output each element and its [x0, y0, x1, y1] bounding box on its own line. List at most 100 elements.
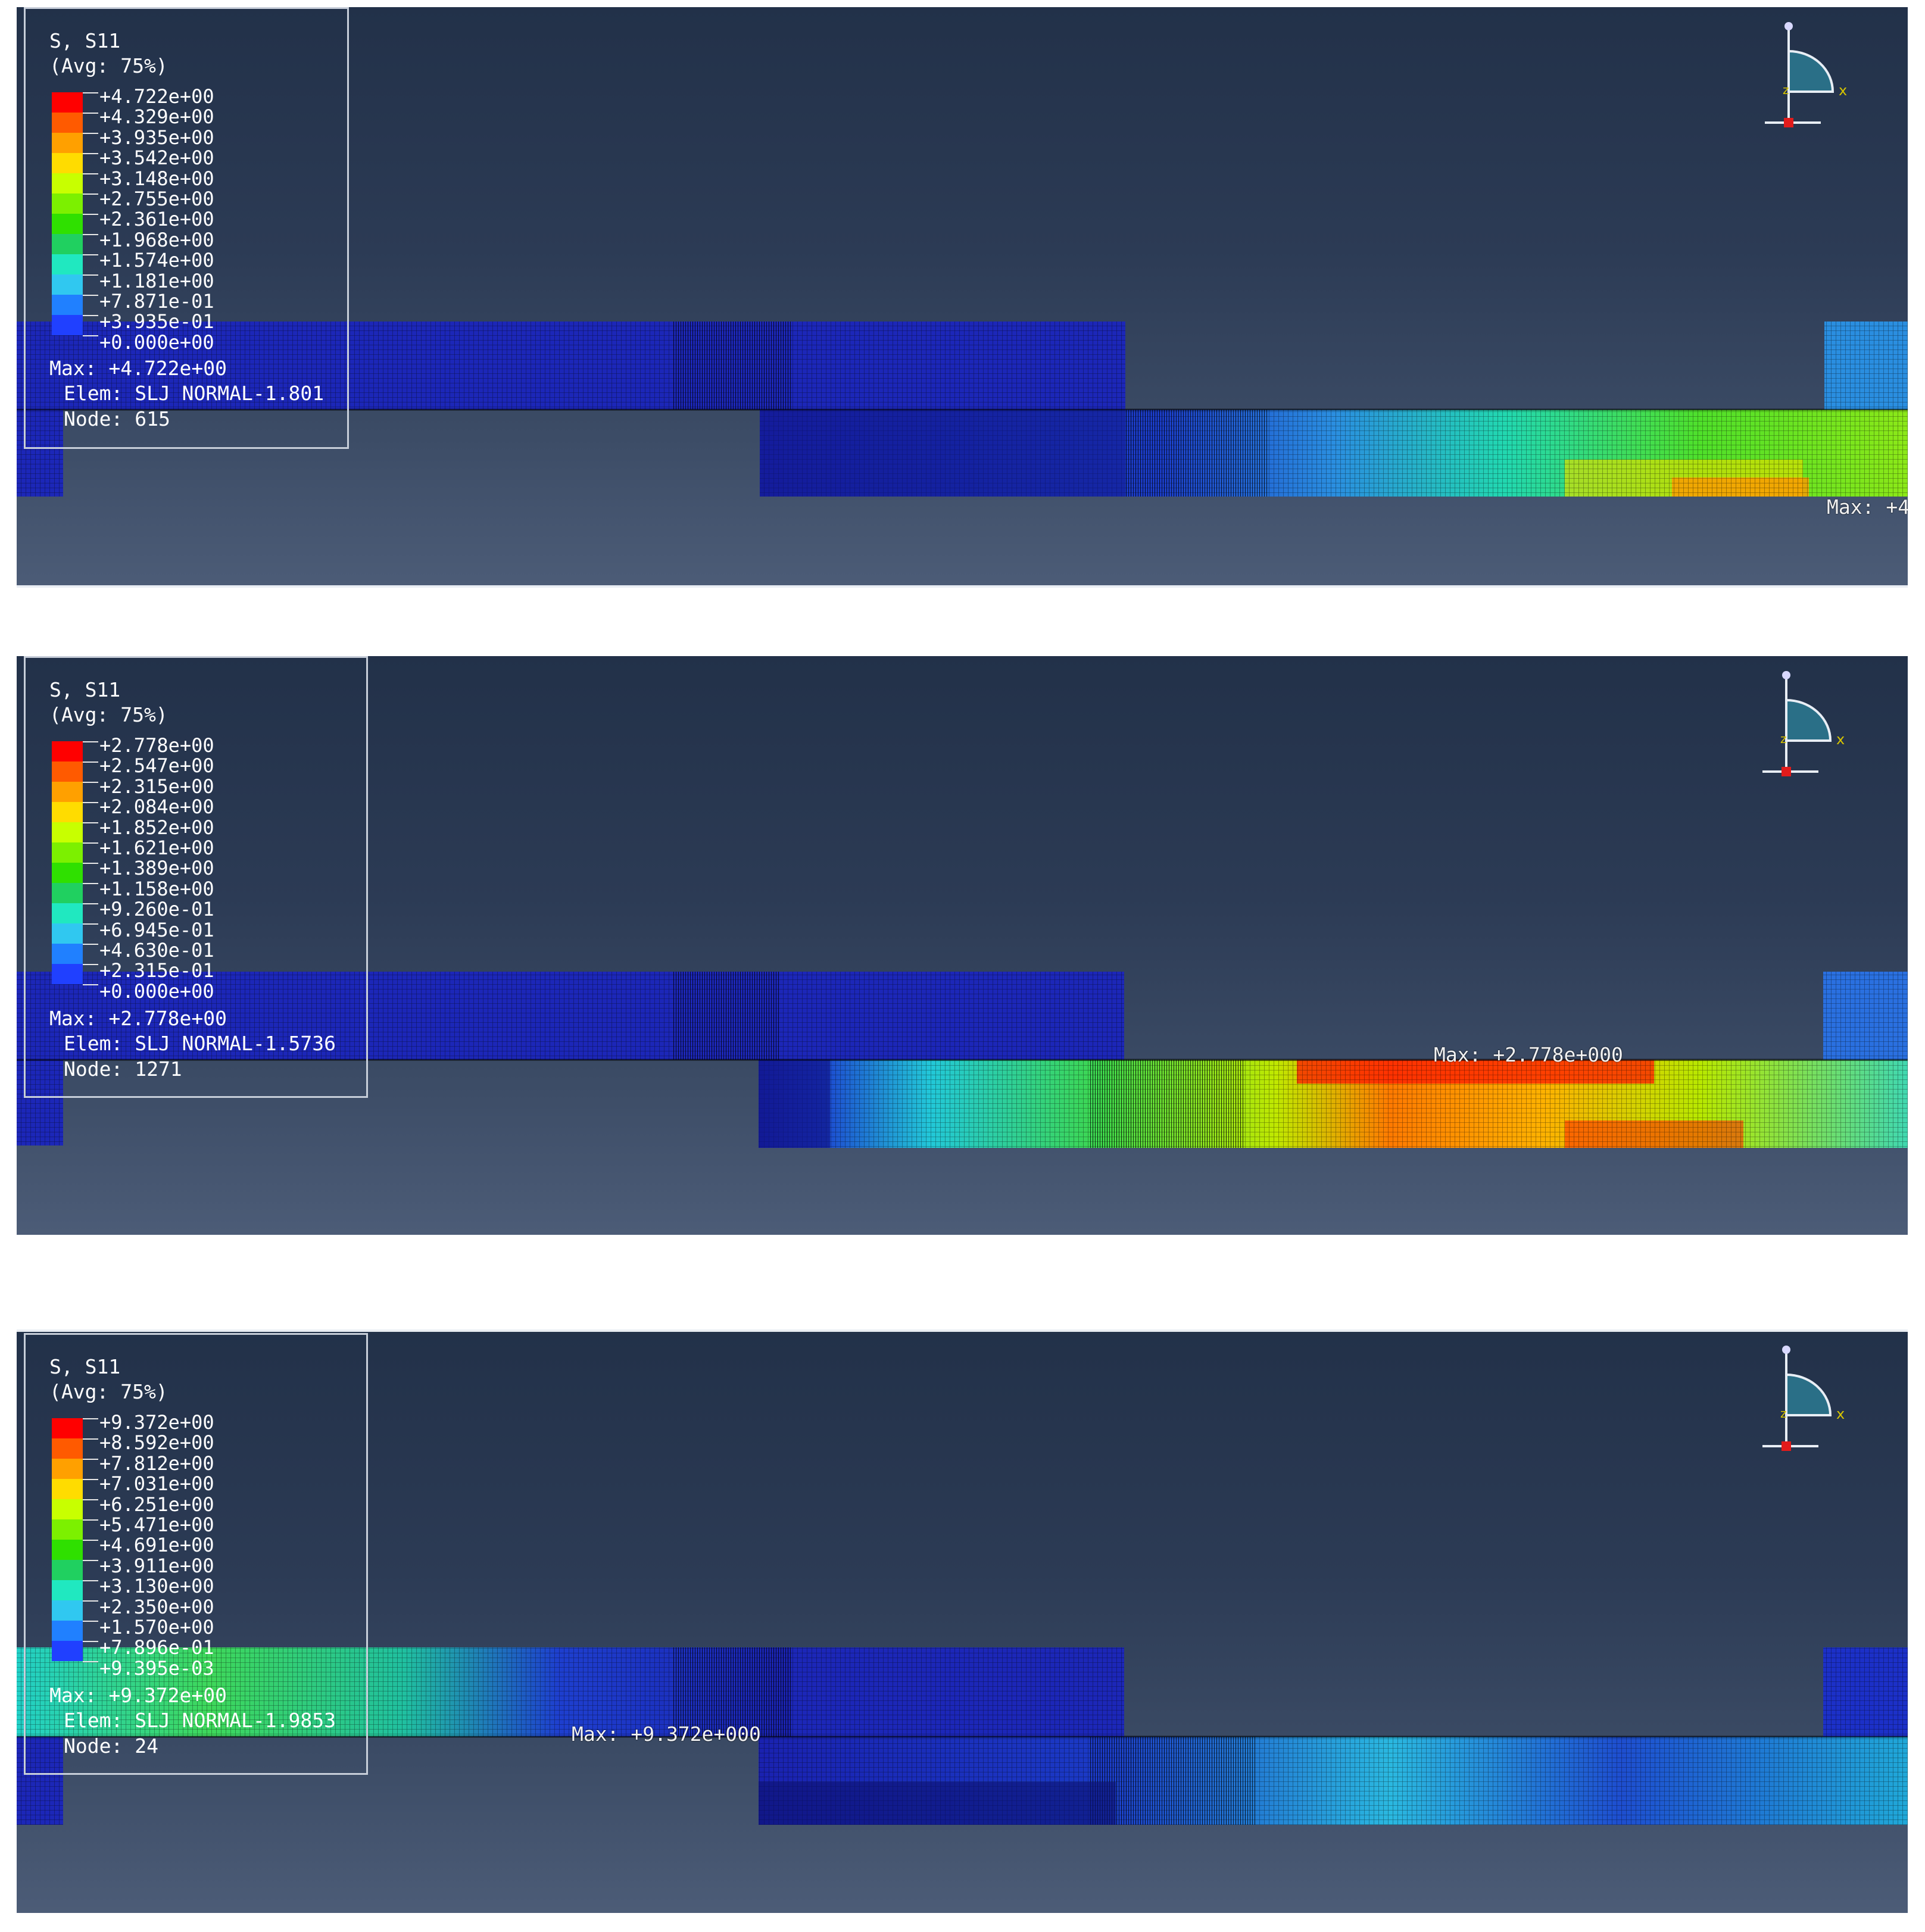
- viewport-1[interactable]: S, S11 (Avg: 75%) +4.722e+00 +4.329e+00 …: [17, 7, 1908, 588]
- color-scale: [52, 741, 98, 985]
- legend-values: +2.778e+00 +2.547e+00 +2.315e+00 +2.084e…: [99, 735, 214, 1001]
- legend-elem: Elem: SLJ NORMAL-1.9853: [64, 1709, 336, 1732]
- legend-value: +7.871e-01: [99, 289, 214, 313]
- fem-model-3: [17, 1647, 1908, 1825]
- color-scale-tick: [83, 234, 98, 235]
- legend-title: S, S11: [49, 29, 121, 52]
- color-scale-tick: [83, 1499, 98, 1500]
- legend-value: +1.852e+00: [99, 816, 214, 839]
- view-triad-icon: x z: [1762, 671, 1845, 776]
- color-scale-tick: [83, 193, 98, 195]
- color-scale-tick: [83, 153, 98, 154]
- color-scale-band: [52, 1621, 83, 1641]
- color-scale-tick: [83, 802, 98, 803]
- color-scale-tick: [83, 1519, 98, 1521]
- legend-value: +1.621e+00: [99, 836, 214, 859]
- svg-text:z: z: [1780, 1406, 1787, 1421]
- color-scale-band: [52, 1499, 83, 1519]
- color-scale-band: [52, 1600, 83, 1621]
- color-scale-tick: [83, 1438, 98, 1440]
- legend-value: +2.755e+00: [99, 187, 214, 210]
- color-scale-band: [52, 761, 83, 782]
- legend-value: +8.592e+00: [99, 1431, 214, 1455]
- max-location-label: Max: +9.372e+000: [572, 1722, 761, 1746]
- color-scale-tick: [83, 1580, 98, 1581]
- viewport-2[interactable]: S, S11 (Avg: 75%) +2.778e+00 +2.547e+00 …: [17, 656, 1908, 1235]
- legend-value: +4.722e+00: [99, 85, 214, 108]
- color-scale-band: [52, 153, 83, 173]
- legend-value: +7.896e-01: [99, 1636, 214, 1659]
- color-scale-tick: [83, 1540, 98, 1541]
- legend-value: +3.911e+00: [99, 1554, 214, 1577]
- legend-value: +0.000e+00: [99, 330, 214, 354]
- legend-value: +7.812e+00: [99, 1452, 214, 1475]
- viewport-3[interactable]: S, S11 (Avg: 75%) +9.372e+00 +8.592e+00 …: [17, 1329, 1908, 1913]
- color-scale-band: [52, 741, 83, 761]
- color-scale-tick: [83, 133, 98, 134]
- legend-value: +3.935e+00: [99, 126, 214, 149]
- legend-value: +4.630e-01: [99, 938, 214, 962]
- color-scale-band: [52, 822, 83, 842]
- contour-legend-1: S, S11 (Avg: 75%) +4.722e+00 +4.329e+00 …: [24, 7, 349, 449]
- color-scale-tick: [83, 761, 98, 763]
- fem-model-1: [17, 322, 1908, 497]
- color-scale-tick: [83, 782, 98, 783]
- legend-value: +9.372e+00: [99, 1411, 214, 1434]
- legend-averaging: (Avg: 75%): [49, 54, 168, 77]
- color-scale-tick: [83, 964, 98, 965]
- color-scale-band: [52, 1641, 83, 1661]
- color-scale-tick: [83, 944, 98, 945]
- color-scale-band: [52, 274, 83, 295]
- color-scale-band: [52, 133, 83, 153]
- color-scale-tick: [83, 214, 98, 215]
- legend-value: +5.471e+00: [99, 1513, 214, 1536]
- color-scale-band: [52, 1459, 83, 1479]
- color-scale-band: [52, 802, 83, 822]
- legend-value: +3.935e-01: [99, 310, 214, 333]
- color-scale-tick: [83, 295, 98, 296]
- legend-node: Node: 615: [64, 407, 170, 430]
- color-scale-tick: [83, 254, 98, 255]
- legend-max: Max: +4.722e+00: [49, 357, 227, 380]
- color-scale-band: [52, 92, 83, 113]
- legend-value: +2.315e+00: [99, 775, 214, 798]
- color-scale-band: [52, 903, 83, 923]
- legend-max: Max: +9.372e+00: [49, 1684, 227, 1707]
- legend-value: +3.130e+00: [99, 1575, 214, 1598]
- color-scale-band: [52, 944, 83, 964]
- fem-model-2: [17, 972, 1908, 1148]
- color-scale-tick: [83, 1600, 98, 1602]
- color-scale-tick: [83, 863, 98, 864]
- color-scale-band: [52, 234, 83, 254]
- color-scale-band: [52, 1418, 83, 1438]
- legend-values: +9.372e+00 +8.592e+00 +7.812e+00 +7.031e…: [99, 1412, 214, 1678]
- color-scale-band: [52, 883, 83, 903]
- legend-value: +2.350e+00: [99, 1595, 214, 1618]
- color-scale-tick: [83, 173, 98, 174]
- max-location-label: Max: +4: [1827, 495, 1908, 519]
- color-scale-tick: [83, 1621, 98, 1622]
- color-scale-band: [52, 173, 83, 193]
- color-scale-band: [52, 254, 83, 274]
- view-triad-icon: x z: [1762, 1346, 1845, 1451]
- legend-title: S, S11: [49, 678, 121, 701]
- view-triad-icon: x z: [1765, 22, 1847, 127]
- legend-title: S, S11: [49, 1355, 121, 1378]
- color-scale: [52, 1418, 98, 1662]
- legend-value: +2.778e+00: [99, 734, 214, 757]
- color-scale-band: [52, 863, 83, 883]
- legend-value: +4.691e+00: [99, 1534, 214, 1557]
- legend-value: +9.395e-03: [99, 1656, 214, 1680]
- color-scale-tick: [83, 315, 98, 316]
- svg-text:x: x: [1836, 1406, 1845, 1422]
- legend-node: Node: 24: [64, 1734, 158, 1758]
- max-location-label: Max: +2.778e+000: [1434, 1043, 1623, 1066]
- color-scale-tick: [83, 923, 98, 925]
- color-scale: [52, 92, 98, 336]
- legend-averaging: (Avg: 75%): [49, 1380, 168, 1403]
- color-scale-band: [52, 113, 83, 133]
- legend-value: +7.031e+00: [99, 1472, 214, 1496]
- legend-elem: Elem: SLJ NORMAL-1.801: [64, 382, 325, 405]
- color-scale-band: [52, 214, 83, 234]
- svg-text:z: z: [1783, 83, 1789, 97]
